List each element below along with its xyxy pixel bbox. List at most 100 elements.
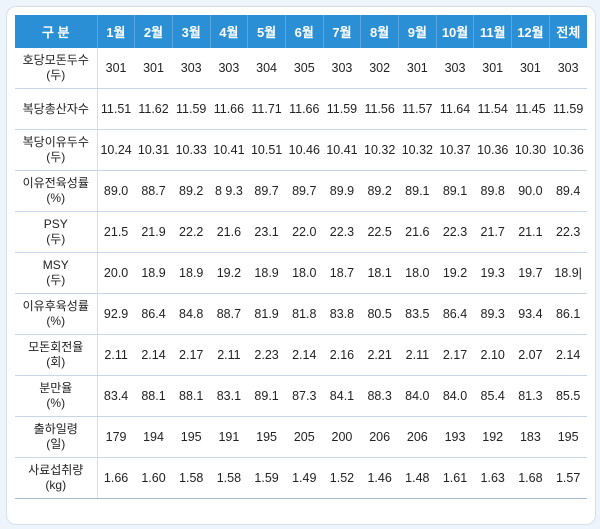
row-label: 사료섭취량: [28, 463, 84, 477]
table-cell: 93.4: [511, 293, 550, 335]
table-cell: 1.52: [323, 457, 361, 499]
table-cell: 10.51: [247, 129, 286, 171]
table-cell: 87.3: [285, 375, 324, 417]
row-label: 출하일령: [33, 422, 78, 436]
row-label: 모돈회전율: [28, 340, 84, 354]
table-cell: 81.9: [247, 293, 286, 335]
table-header-row: 구 분 1월 2월 3월 4월 5월 6월 7월 8월 9월 10월 11월 12월 전체: [15, 15, 587, 48]
table-cell: 195: [247, 416, 286, 458]
total-cell: 18.9|: [549, 252, 587, 294]
table-cell: 10.32: [360, 129, 399, 171]
row-label: 호당모돈두수: [22, 53, 89, 67]
table-cell: 89.3: [473, 293, 512, 335]
row-label: PSY: [43, 217, 68, 231]
row-header: 출하일령 (일): [15, 416, 98, 458]
table-cell: 2.11: [210, 334, 248, 376]
table-card: 구 분 1월 2월 3월 4월 5월 6월 7월 8월 9월 10월 11월 12월 전체 호당모돈두수…: [6, 6, 596, 525]
header-month: 3월: [172, 15, 211, 48]
table-cell: 19.2: [210, 252, 248, 294]
table-cell: 83.4: [97, 375, 135, 417]
table-cell: 89.2: [172, 170, 211, 212]
table-cell: 22.2: [172, 211, 211, 253]
table-cell: 11.54: [473, 88, 512, 130]
row-label: 이유후육성률: [22, 299, 89, 313]
table-cell: 11.59: [172, 88, 211, 130]
row-header: 모돈회전율 (회): [15, 334, 98, 376]
table-cell: 89.1: [436, 170, 474, 212]
row-unit: (두): [46, 232, 66, 246]
total-cell: 10.36: [549, 129, 587, 171]
header-label: 구 분: [15, 15, 98, 48]
table-cell: 11.62: [134, 88, 173, 130]
header-month: 11월: [473, 15, 513, 48]
table-cell: 86.4: [436, 293, 474, 335]
table-cell: 2.11: [398, 334, 437, 376]
table-cell: 301: [398, 48, 437, 89]
row-unit: (%): [46, 314, 66, 328]
table-cell: 10.37: [436, 129, 474, 171]
table-cell: 301: [511, 48, 550, 89]
row-unit: (회): [46, 355, 66, 369]
table-cell: 206: [360, 416, 399, 458]
row-label: 분만율: [39, 381, 73, 395]
table-cell: 83.5: [398, 293, 437, 335]
table-cell: 195: [172, 416, 211, 458]
table-cell: 305: [285, 48, 324, 89]
table-cell: 22.0: [285, 211, 324, 253]
total-cell: 1.57: [549, 457, 587, 499]
total-cell: 89.4: [549, 170, 587, 212]
table-cell: 84.8: [172, 293, 211, 335]
table-cell: 89.7: [285, 170, 324, 212]
table-cell: 10.36: [473, 129, 512, 171]
table-row: 복당이유두수 (두) 10.24 10.31 10.33 10.41 10.51 10.46 1…: [15, 129, 587, 171]
table-cell: 1.58: [210, 457, 248, 499]
table-cell: 303: [172, 48, 211, 89]
table-cell: 88.7: [134, 170, 173, 212]
total-cell: 11.59: [549, 88, 587, 130]
table-cell: 2.21: [360, 334, 399, 376]
table-cell: 8 9.3: [210, 170, 248, 212]
table-cell: 10.32: [398, 129, 437, 171]
row-header: 분만율 (%): [15, 375, 98, 417]
table-cell: 92.9: [97, 293, 135, 335]
table-cell: 21.6: [398, 211, 437, 253]
table-cell: 18.9: [247, 252, 286, 294]
table-cell: 10.41: [210, 129, 248, 171]
row-header: 복당이유두수 (두): [15, 129, 98, 171]
table-cell: 11.59: [323, 88, 361, 130]
table-cell: 11.66: [285, 88, 324, 130]
table-cell: 2.17: [172, 334, 211, 376]
table-cell: 19.2: [436, 252, 474, 294]
table-cell: 18.9: [172, 252, 211, 294]
table-cell: 2.16: [323, 334, 361, 376]
header-month: 4월: [210, 15, 249, 48]
table-row: 복당총산자수 11.51 11.62 11.59 11.66 11.71 11.66 11.5…: [15, 88, 587, 130]
table-cell: 183: [511, 416, 550, 458]
table-cell: 2.23: [247, 334, 286, 376]
table-cell: 200: [323, 416, 361, 458]
header-month: 7월: [323, 15, 362, 48]
row-unit: (%): [46, 191, 66, 205]
table-cell: 193: [436, 416, 474, 458]
header-month: 2월: [134, 15, 173, 48]
table-cell: 22.3: [436, 211, 474, 253]
table-cell: 2.14: [285, 334, 324, 376]
table-cell: 88.3: [360, 375, 399, 417]
table-row: 분만율 (%) 83.4 88.1 88.1 83.1 89.1 87.3 84.1 88.3 84…: [15, 375, 587, 417]
table-row: 모돈회전율 (회) 2.11 2.14 2.17 2.11 2.23 2.14 2.16 2.21…: [15, 334, 587, 376]
row-unit: (두): [46, 273, 66, 287]
table-cell: 1.48: [398, 457, 437, 499]
table-cell: 11.57: [398, 88, 437, 130]
table-cell: 18.9: [134, 252, 173, 294]
table-cell: 303: [323, 48, 361, 89]
table-body: 호당모돈두수 (두) 301 301 303 303 304 305 303 302 301 303 3…: [15, 48, 587, 499]
table-cell: 1.46: [360, 457, 399, 499]
table-cell: 11.66: [210, 88, 248, 130]
table-cell: 1.61: [436, 457, 474, 499]
table-cell: 303: [436, 48, 474, 89]
table-cell: 21.7: [473, 211, 512, 253]
table-cell: 302: [360, 48, 399, 89]
row-unit: (%): [46, 396, 66, 410]
total-cell: 85.5: [549, 375, 587, 417]
table-cell: 21.1: [511, 211, 550, 253]
